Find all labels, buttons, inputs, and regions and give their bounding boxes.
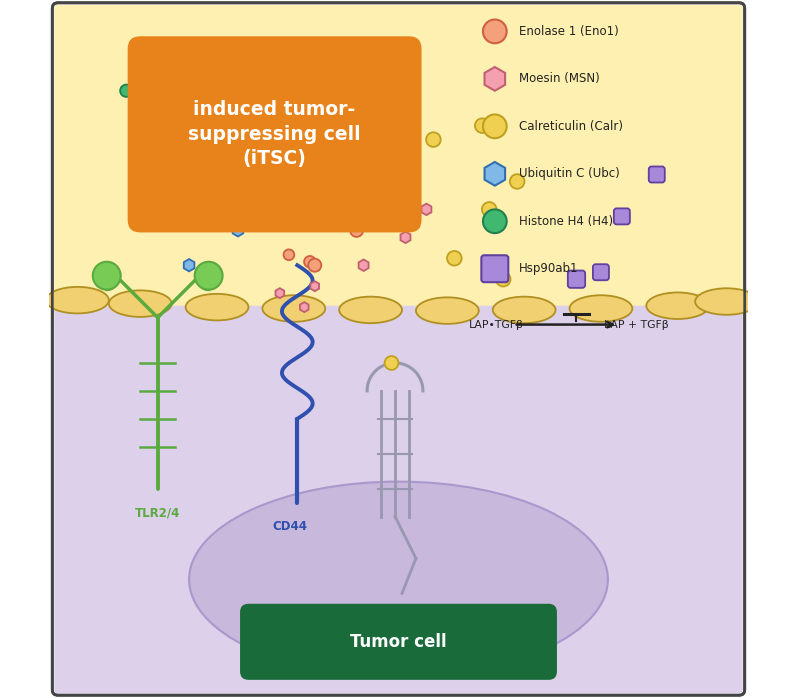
Text: Hsp90ab1: Hsp90ab1: [520, 262, 579, 275]
FancyBboxPatch shape: [567, 271, 585, 288]
Circle shape: [169, 175, 181, 188]
Circle shape: [120, 84, 132, 97]
Circle shape: [344, 140, 356, 153]
FancyBboxPatch shape: [614, 209, 630, 224]
Text: Ubiquitin C (Ubc): Ubiquitin C (Ubc): [520, 168, 620, 180]
Polygon shape: [401, 232, 410, 243]
Ellipse shape: [109, 290, 171, 317]
FancyBboxPatch shape: [649, 167, 665, 182]
Circle shape: [482, 202, 497, 216]
Text: TLR2/4: TLR2/4: [135, 506, 180, 519]
Polygon shape: [485, 162, 505, 186]
Circle shape: [322, 189, 336, 202]
Circle shape: [496, 272, 511, 286]
Text: Enolase 1 (Eno1): Enolase 1 (Eno1): [520, 25, 619, 38]
Text: Moesin (MSN): Moesin (MSN): [520, 73, 600, 85]
Text: induced tumor-
suppressing cell
(iTSC): induced tumor- suppressing cell (iTSC): [188, 101, 360, 168]
Circle shape: [510, 174, 524, 188]
Circle shape: [483, 20, 507, 43]
Polygon shape: [184, 259, 194, 272]
Polygon shape: [485, 67, 505, 91]
FancyBboxPatch shape: [128, 36, 422, 232]
Polygon shape: [359, 260, 368, 271]
Circle shape: [304, 256, 316, 267]
Ellipse shape: [46, 287, 109, 313]
Circle shape: [253, 99, 265, 110]
Circle shape: [194, 262, 222, 290]
FancyBboxPatch shape: [54, 306, 743, 693]
Circle shape: [183, 105, 195, 118]
Ellipse shape: [189, 482, 608, 677]
Circle shape: [308, 259, 321, 272]
FancyBboxPatch shape: [481, 255, 508, 282]
FancyBboxPatch shape: [240, 604, 557, 680]
Circle shape: [385, 356, 398, 370]
Polygon shape: [338, 92, 347, 103]
Polygon shape: [310, 281, 319, 291]
Circle shape: [475, 119, 489, 133]
Text: LAP•TGFβ: LAP•TGFβ: [469, 320, 524, 329]
Polygon shape: [379, 183, 390, 194]
Circle shape: [483, 209, 507, 233]
Text: CD47: CD47: [381, 607, 416, 621]
Circle shape: [350, 224, 363, 237]
Polygon shape: [422, 204, 431, 215]
Polygon shape: [212, 182, 222, 195]
Circle shape: [141, 133, 153, 146]
Text: Histone H4 (H4): Histone H4 (H4): [520, 215, 614, 228]
Text: Calreticulin (Calr): Calreticulin (Calr): [520, 120, 623, 133]
Text: CD44: CD44: [273, 520, 308, 533]
Circle shape: [447, 251, 461, 265]
Ellipse shape: [186, 294, 249, 320]
Polygon shape: [394, 99, 403, 110]
Polygon shape: [300, 302, 308, 312]
Text: Tumor cell: Tumor cell: [350, 633, 447, 651]
FancyBboxPatch shape: [593, 265, 609, 280]
Ellipse shape: [340, 297, 402, 323]
Polygon shape: [276, 288, 285, 298]
Circle shape: [204, 70, 216, 83]
Polygon shape: [233, 224, 243, 237]
Circle shape: [284, 249, 294, 260]
Ellipse shape: [416, 297, 479, 324]
Text: LAP + TGFβ: LAP + TGFβ: [603, 320, 668, 329]
FancyBboxPatch shape: [54, 5, 743, 325]
Circle shape: [426, 133, 441, 147]
Circle shape: [92, 262, 120, 290]
Circle shape: [483, 114, 507, 138]
FancyBboxPatch shape: [53, 3, 744, 695]
Ellipse shape: [493, 297, 556, 323]
Ellipse shape: [262, 295, 325, 322]
Ellipse shape: [646, 292, 709, 319]
Ellipse shape: [570, 295, 632, 322]
Ellipse shape: [695, 288, 758, 315]
